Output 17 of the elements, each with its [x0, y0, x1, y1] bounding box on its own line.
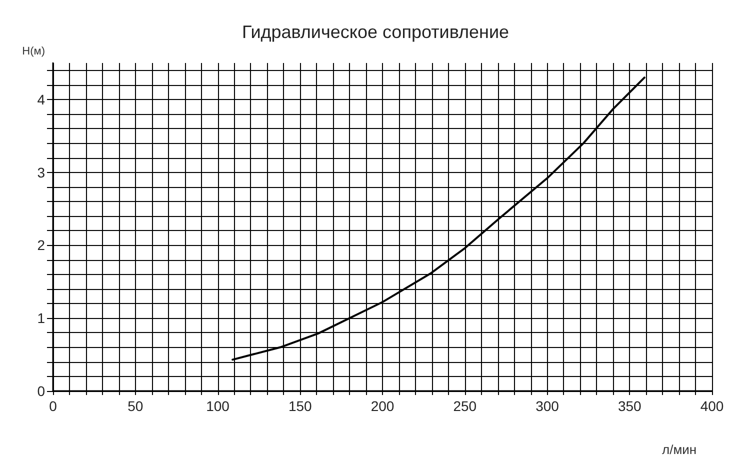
x-tick-label: 0 [49, 398, 58, 414]
y-tick-label: 0 [37, 383, 46, 399]
x-tick-label: 300 [536, 398, 560, 414]
x-axis-title: л/мин [662, 442, 697, 457]
y-tick-label: 4 [37, 91, 46, 108]
x-tick-label: 400 [700, 398, 724, 414]
y-tick-label: 2 [37, 237, 46, 254]
y-tick-label: 1 [37, 310, 46, 326]
chart-title: Гидравлическое сопротивление [242, 22, 510, 42]
x-tick-label: 350 [618, 398, 642, 414]
x-tick-label: 150 [288, 398, 312, 414]
x-tick-label: 200 [370, 398, 394, 414]
y-tick-label: 3 [37, 164, 46, 180]
x-tick-label: 250 [453, 398, 477, 414]
x-tick-label: 50 [128, 398, 144, 414]
x-tick-label: 100 [206, 398, 230, 414]
y-axis-title: Н(м) [22, 46, 45, 58]
